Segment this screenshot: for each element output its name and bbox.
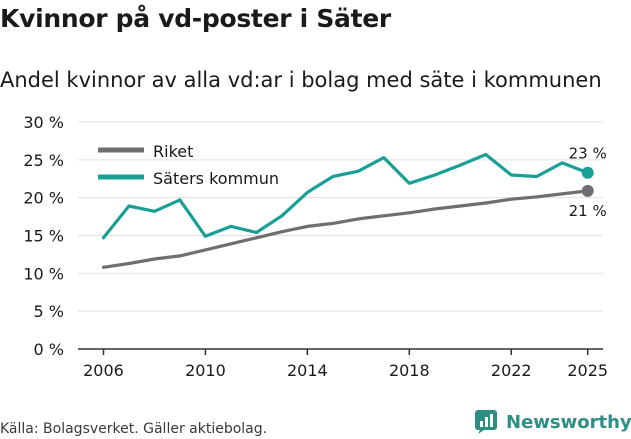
y-tick-label: 0 % — [34, 340, 64, 359]
x-tick-label: 2025 — [567, 361, 608, 380]
end-label-riket: 21 % — [569, 202, 607, 220]
legend-label-riket: Riket — [153, 142, 193, 161]
line-chart: 0 % 5 % 10 % 15 % 20 % 25 % 30 % 2006 2010 2014 20… — [23, 113, 608, 380]
series-line-riket — [101, 189, 590, 269]
x-tick-label: 2018 — [389, 361, 430, 380]
y-tick-label: 15 % — [23, 227, 64, 246]
y-tick-label: 10 % — [23, 264, 64, 283]
series-layer — [101, 152, 594, 269]
series-end-marker-saters-kommun — [581, 166, 594, 179]
x-tick-label: 2010 — [185, 361, 226, 380]
source-note: Källa: Bolagsverket. Gäller aktiebolag. — [0, 421, 268, 437]
chart-subtitle: Andel kvinnor av alla vd:ar i bolag med … — [0, 68, 602, 92]
newsworthy-logo-icon — [475, 410, 497, 434]
x-tick-label: 2022 — [491, 361, 532, 380]
y-tick-label: 30 % — [23, 113, 64, 132]
x-tick-label: 2006 — [83, 361, 124, 380]
y-tick-label: 20 % — [23, 189, 64, 208]
series-end-marker-riket — [581, 184, 594, 197]
newsworthy-logo-text: Newsworthy — [506, 411, 631, 433]
series-line-saters-kommun — [101, 152, 590, 240]
end-label-saters-kommun: 23 % — [569, 145, 607, 163]
end-labels: 23 % 21 % — [569, 145, 607, 220]
x-tick-label: 2014 — [287, 361, 328, 380]
chart-title: Kvinnor på vd-poster i Säter — [0, 4, 391, 33]
y-tick-label: 25 % — [23, 151, 64, 170]
legend-label-saters-kommun: Säters kommun — [153, 169, 279, 188]
legend: Riket Säters kommun — [98, 142, 279, 188]
newsworthy-logo[interactable]: Newsworthy — [474, 408, 631, 436]
y-tick-label: 5 % — [34, 302, 64, 321]
axis-layer: 0 % 5 % 10 % 15 % 20 % 25 % 30 % 2006 2010 2014 20… — [23, 113, 608, 380]
